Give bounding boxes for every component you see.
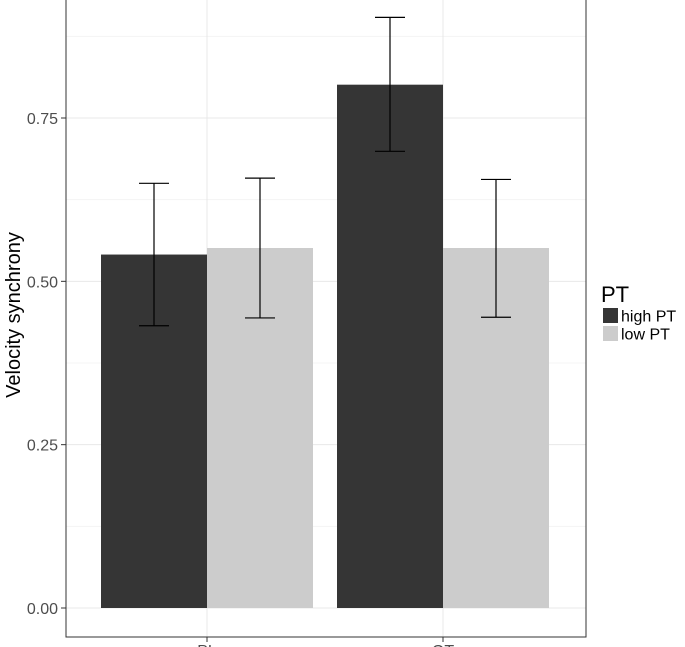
y-axis-title: Velocity synchrony — [3, 232, 25, 398]
error-bar — [245, 177, 275, 319]
y-tick-label: 0.75 — [27, 111, 58, 128]
legend-key — [603, 326, 618, 341]
y-axis-ticks: 0.00 0.25 0.50 0.75 — [27, 111, 66, 618]
error-bar — [481, 178, 511, 318]
bars — [101, 84, 549, 609]
x-tick-label: PL — [197, 643, 217, 647]
error-bar — [375, 16, 405, 152]
legend-label: high PT — [621, 309, 676, 326]
error-bar — [139, 182, 169, 327]
x-axis-ticks: PL OT — [197, 637, 454, 647]
plot-panel-border — [65, 0, 587, 638]
y-tick-label: 0.50 — [27, 274, 58, 291]
legend-label: low PT — [621, 327, 670, 344]
y-tick-label: 0.25 — [27, 438, 58, 455]
x-tick-label: OT — [432, 643, 454, 647]
legend-key — [603, 308, 618, 323]
y-tick-label: 0.00 — [27, 601, 58, 618]
legend-title: PT — [601, 282, 629, 307]
error-bars — [139, 16, 511, 327]
bar-high-pt-ot — [337, 84, 443, 609]
